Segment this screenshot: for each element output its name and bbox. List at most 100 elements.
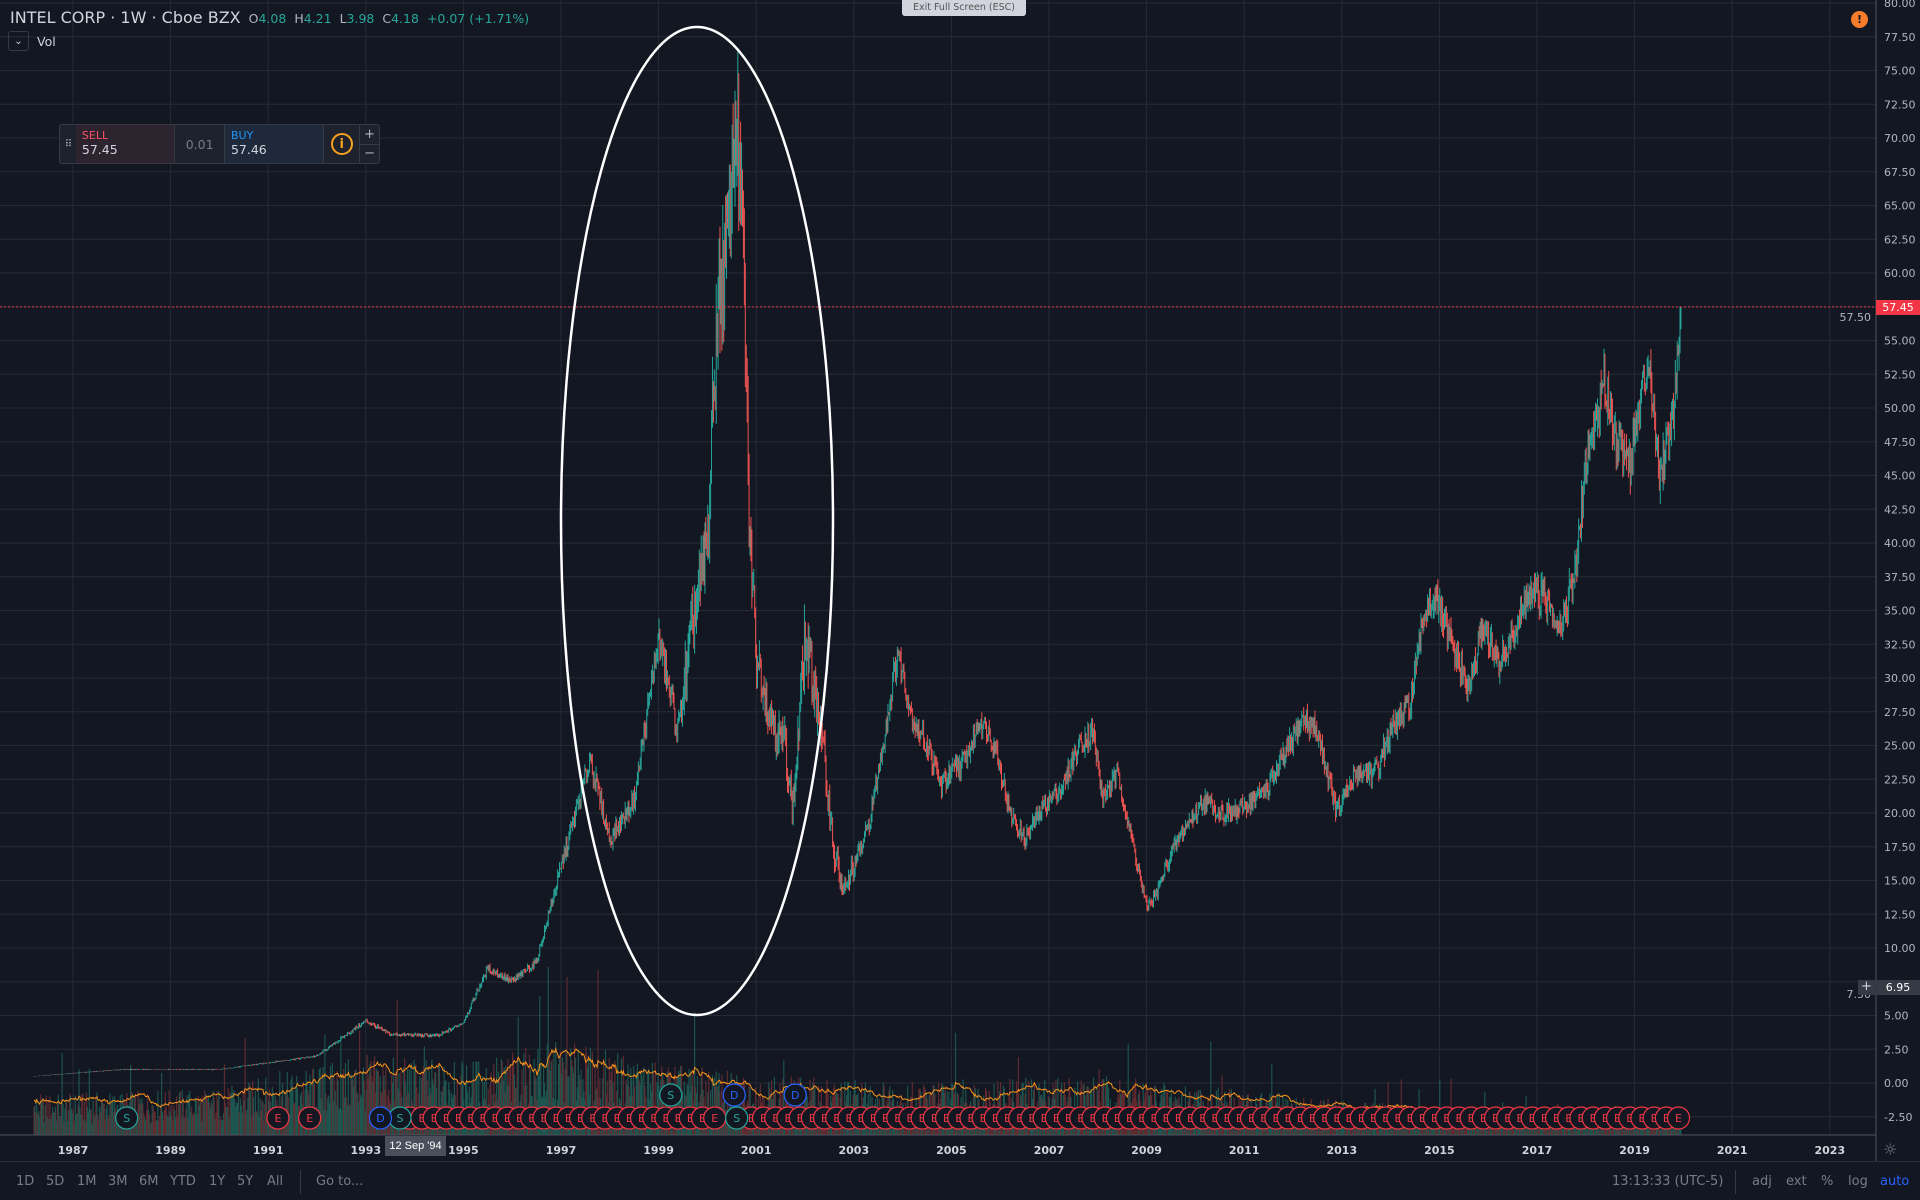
event-marker-s[interactable]: S <box>659 1083 683 1107</box>
price-tick-label: 65.00 <box>1884 200 1916 213</box>
price-tick-label: 40.00 <box>1884 537 1916 550</box>
add-crosshair-plus-button[interactable]: + <box>1858 980 1875 995</box>
low-label: L <box>339 11 347 26</box>
event-label: E <box>1089 1112 1096 1125</box>
event-label: S <box>733 1112 740 1125</box>
event-label: D <box>376 1112 384 1125</box>
buy-button[interactable]: BUY 57.46 <box>224 125 325 163</box>
clock-timezone[interactable]: 13:13:33 (UTC-5) <box>1612 1174 1724 1189</box>
event-label: E <box>1077 1112 1084 1125</box>
range-1d[interactable]: 1D <box>16 1174 35 1189</box>
low-value: 3.98 <box>346 11 375 26</box>
event-label: E <box>1455 1112 1462 1125</box>
event-label: E <box>1065 1112 1072 1125</box>
range-3m[interactable]: 3M <box>108 1174 128 1189</box>
event-circle <box>298 1106 322 1130</box>
event-marker-s[interactable]: S <box>115 1106 139 1130</box>
increase-quantity-button[interactable]: + <box>364 126 376 142</box>
auto-toggle[interactable]: auto <box>1880 1174 1910 1189</box>
time-tick-label: 2005 <box>936 1144 967 1157</box>
bottom-toolbar: 1D 5D 1M 3M 6M YTD 1Y 5Y All Go to... 13… <box>0 1161 1920 1200</box>
info-button[interactable]: i <box>324 125 361 163</box>
range-6m[interactable]: 6M <box>139 1174 159 1189</box>
range-5d[interactable]: 5D <box>46 1174 65 1189</box>
event-circle <box>722 1083 746 1107</box>
event-label: E <box>906 1112 913 1125</box>
event-marker-d[interactable]: D <box>722 1083 746 1107</box>
event-label: E <box>894 1112 901 1125</box>
event-label: E <box>1638 1112 1645 1125</box>
event-label: E <box>601 1112 608 1125</box>
exit-fullscreen-button[interactable]: Exit Full Screen (ESC) <box>902 0 1026 16</box>
event-marker-e[interactable]: E <box>298 1106 322 1130</box>
event-marker-d[interactable]: D <box>368 1106 393 1130</box>
percent-toggle[interactable]: % <box>1821 1174 1834 1189</box>
event-label: E <box>931 1112 938 1125</box>
adj-toggle[interactable]: adj <box>1752 1174 1772 1189</box>
grid <box>0 0 1876 1135</box>
interval: 1W <box>120 8 147 27</box>
event-label: E <box>1468 1112 1475 1125</box>
range-ytd[interactable]: YTD <box>170 1174 196 1189</box>
event-label: E <box>1358 1112 1365 1125</box>
buy-sell-panel: ⠿ SELL 57.45 0.01 BUY 57.46 i + − <box>59 124 380 164</box>
event-label: E <box>418 1112 425 1125</box>
event-marker-e[interactable]: E <box>266 1106 290 1130</box>
event-label: E <box>711 1112 718 1125</box>
time-tick-label: 1999 <box>643 1144 674 1157</box>
event-label: E <box>638 1112 645 1125</box>
volume-label[interactable]: Vol <box>37 33 56 49</box>
event-label: E <box>455 1112 462 1125</box>
event-label: E <box>1480 1112 1487 1125</box>
event-label: E <box>955 1112 962 1125</box>
last-price-label: 57.45 <box>1876 300 1920 315</box>
event-marker-s[interactable]: S <box>388 1106 412 1130</box>
event-label: E <box>1333 1112 1340 1125</box>
event-label: E <box>675 1112 682 1125</box>
event-label: E <box>1041 1112 1048 1125</box>
drag-handle-icon[interactable]: ⠿ <box>64 138 72 150</box>
price-tick-label: 57.50 <box>1840 311 1872 324</box>
price-axis: 80.00 77.50 75.00 72.50 70.00 67.50 65.00 62.50… <box>1840 0 1916 1124</box>
sell-button[interactable]: SELL 57.45 <box>75 125 176 163</box>
range-1m[interactable]: 1M <box>77 1174 97 1189</box>
event-label: E <box>1211 1112 1218 1125</box>
event-label: E <box>687 1112 694 1125</box>
event-label: E <box>1272 1112 1279 1125</box>
event-marker-e[interactable]: E <box>1666 1106 1691 1130</box>
event-label: E <box>1431 1112 1438 1125</box>
go-to-date-button[interactable]: Go to... <box>316 1174 364 1189</box>
price-tick-label: 80.00 <box>1884 0 1916 10</box>
price-tick-label: 60.00 <box>1884 267 1916 280</box>
event-label: E <box>431 1112 438 1125</box>
event-label: E <box>1102 1112 1109 1125</box>
separator: · <box>151 8 157 27</box>
symbol-title[interactable]: INTEL CORP · 1W · Cboe BZX <box>10 8 241 27</box>
warning-icon[interactable]: ! <box>1851 11 1868 28</box>
event-label: E <box>943 1112 950 1125</box>
event-label: E <box>797 1112 804 1125</box>
decrease-quantity-button[interactable]: − <box>360 143 380 164</box>
event-marker-e[interactable]: E <box>703 1106 727 1130</box>
event-marker-s[interactable]: S <box>725 1106 749 1130</box>
event-label: E <box>1163 1112 1170 1125</box>
info-icon: i <box>330 133 353 155</box>
event-label: E <box>650 1112 657 1125</box>
event-label: E <box>1175 1112 1182 1125</box>
chevron-down-icon[interactable]: ⌄ <box>8 31 29 51</box>
range-all[interactable]: All <box>267 1174 284 1189</box>
settings-gear-icon[interactable]: ☼ <box>1883 1140 1898 1159</box>
ext-toggle[interactable]: ext <box>1786 1174 1807 1189</box>
exchange: Cboe BZX <box>161 8 241 27</box>
range-5y[interactable]: 5Y <box>237 1174 254 1189</box>
log-toggle[interactable]: log <box>1848 1174 1868 1189</box>
range-1y[interactable]: 1Y <box>209 1174 226 1189</box>
sell-label: SELL <box>81 129 109 142</box>
price-tick-label: 50.00 <box>1884 402 1916 415</box>
event-marker-d[interactable]: D <box>783 1083 807 1107</box>
divider <box>300 1170 301 1194</box>
event-label: E <box>1504 1112 1511 1125</box>
price-tick-label: -2.50 <box>1884 1111 1912 1124</box>
